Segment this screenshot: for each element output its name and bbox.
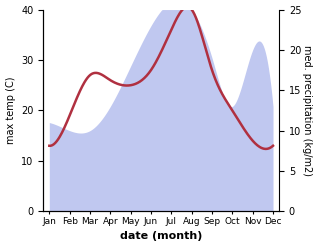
Y-axis label: med. precipitation (kg/m2): med. precipitation (kg/m2) xyxy=(302,45,313,176)
X-axis label: date (month): date (month) xyxy=(120,231,202,242)
Y-axis label: max temp (C): max temp (C) xyxy=(5,77,16,144)
